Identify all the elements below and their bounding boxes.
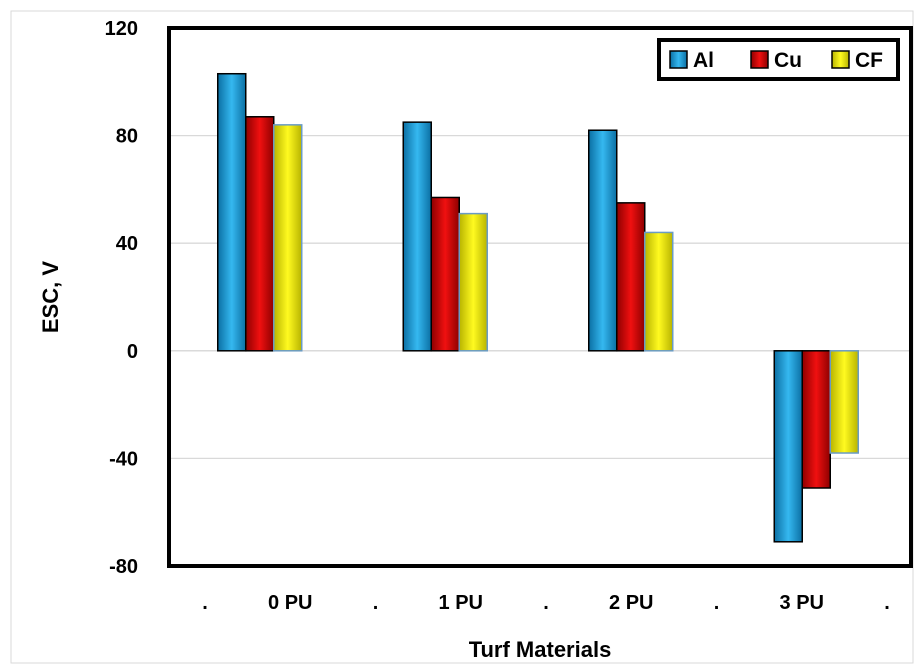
legend-label-al: Al [693,49,714,72]
bar-cf-2-pu [644,231,674,352]
bar-al-0-pu [217,72,247,352]
bar-al-1-pu [402,121,432,352]
legend-swatch-al [669,50,688,69]
y-axis-title: ESC, V [38,261,63,333]
x-tick-separator: . [202,592,208,614]
bar-cf-1-pu [458,212,488,352]
plot-area-frame [167,26,913,568]
x-tick-separator: . [373,592,379,614]
x-tick-label: 2 PU [609,592,653,614]
y-tick-label: 40 [116,233,138,255]
x-tick-label: 3 PU [780,592,824,614]
bar-al-2-pu [588,129,618,352]
legend-label-cf: CF [855,49,883,72]
bar-cu-0-pu [245,116,275,352]
bar-cu-3-pu [801,350,831,489]
y-tick-label: -80 [109,556,138,578]
bar-cu-1-pu [430,196,460,352]
y-axis-tick-labels: 120 80 40 0 -40 -80 [105,18,138,578]
x-tick-label: 1 PU [439,592,483,614]
legend: Al Cu CF [657,38,900,81]
bar-cu-2-pu [616,202,646,352]
bars [217,72,859,543]
x-axis-title: Turf Materials [469,637,612,662]
x-axis-tick-labels: . 0 PU. 1 PU. 2 PU. 3 PU. [202,592,890,614]
y-tick-label: -40 [109,448,138,470]
legend-swatch-cu [750,50,769,69]
legend-swatch-cf [831,50,850,69]
y-tick-label: 0 [127,341,138,363]
y-tick-label: 120 [105,18,138,40]
bar-cf-3-pu [829,350,859,454]
x-tick-separator: . [543,592,549,614]
legend-frame [657,38,900,81]
x-tick-label: 0 PU [268,592,312,614]
bar-al-3-pu [773,350,803,543]
bar-cf-0-pu [273,124,303,352]
legend-label-cu: Cu [774,49,802,72]
x-tick-separator: . [884,592,890,614]
y-tick-label: 80 [116,126,138,148]
x-tick-separator: . [714,592,720,614]
